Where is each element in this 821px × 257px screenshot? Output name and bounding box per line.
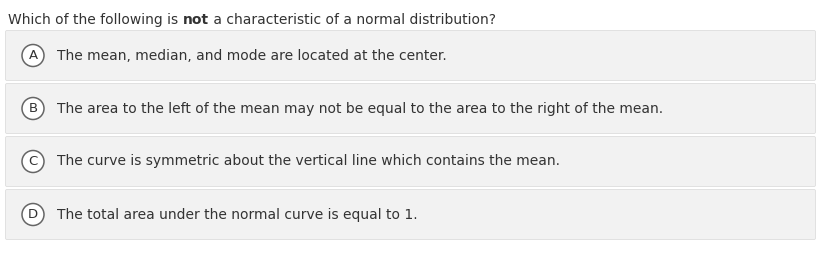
- Ellipse shape: [22, 151, 44, 172]
- Ellipse shape: [22, 44, 44, 67]
- Text: B: B: [29, 102, 38, 115]
- Text: The mean, median, and mode are located at the center.: The mean, median, and mode are located a…: [57, 49, 447, 62]
- Text: A: A: [29, 49, 38, 62]
- Text: Which of the following is: Which of the following is: [8, 13, 182, 27]
- Text: not: not: [182, 13, 209, 27]
- Text: The area to the left of the mean may not be equal to the area to the right of th: The area to the left of the mean may not…: [57, 102, 663, 115]
- Text: D: D: [28, 208, 38, 221]
- FancyBboxPatch shape: [6, 189, 815, 240]
- Text: The curve is symmetric about the vertical line which contains the mean.: The curve is symmetric about the vertica…: [57, 154, 560, 169]
- Text: a characteristic of a normal distribution?: a characteristic of a normal distributio…: [209, 13, 496, 27]
- FancyBboxPatch shape: [6, 31, 815, 80]
- Text: C: C: [29, 155, 38, 168]
- FancyBboxPatch shape: [6, 136, 815, 187]
- Ellipse shape: [22, 97, 44, 120]
- FancyBboxPatch shape: [6, 84, 815, 133]
- Ellipse shape: [22, 204, 44, 225]
- Text: The total area under the normal curve is equal to 1.: The total area under the normal curve is…: [57, 207, 418, 222]
